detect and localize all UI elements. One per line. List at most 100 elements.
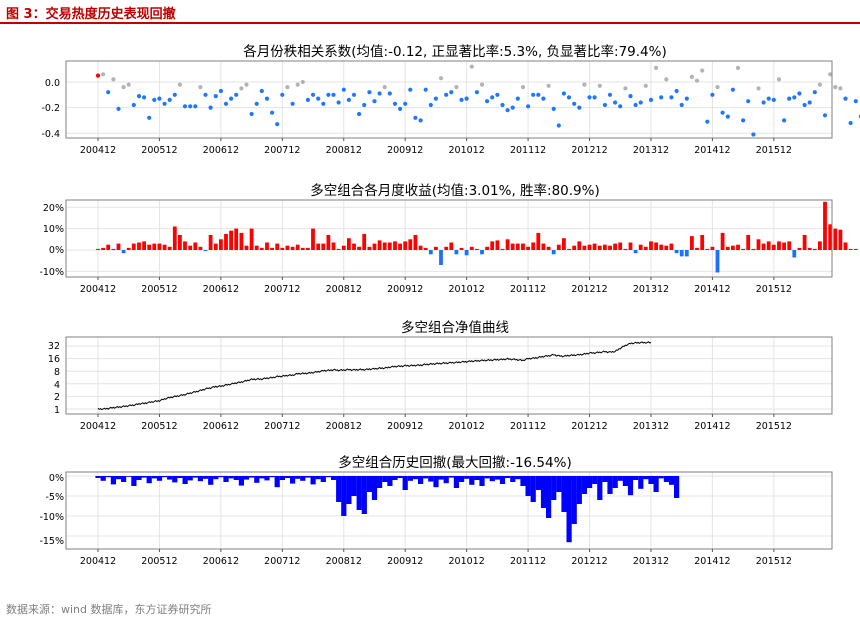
drawdown-bar (612, 476, 618, 488)
drawdown-bar (331, 476, 337, 480)
bar (403, 241, 408, 250)
scatter-point (213, 94, 218, 99)
drawdown-bar (592, 476, 598, 484)
bar (142, 241, 146, 250)
scatter-point (720, 110, 725, 115)
scatter-point (613, 100, 618, 105)
bar (213, 243, 218, 250)
scatter-point (633, 102, 638, 108)
bar (316, 243, 321, 250)
bar (219, 239, 223, 250)
x-tick-label: 200812 (326, 145, 362, 156)
drawdown-bar (336, 476, 342, 502)
drawdown-bar (587, 476, 593, 488)
scatter-point (300, 79, 305, 85)
scatter-point (136, 94, 142, 99)
bar (208, 235, 213, 250)
bar (449, 242, 454, 250)
drawdown-bar (131, 476, 137, 486)
bar (372, 243, 377, 250)
bar (613, 243, 617, 250)
bar (531, 242, 536, 250)
scatter-point (741, 118, 746, 123)
scatter-point (735, 65, 741, 70)
scatter-point (843, 96, 848, 101)
bar (326, 235, 331, 250)
bar (802, 235, 807, 250)
drawdown-bar (622, 476, 628, 486)
x-tick-label: 201012 (449, 284, 485, 295)
drawdown-bar (341, 476, 347, 516)
scatter-point (782, 118, 787, 123)
bar (582, 245, 587, 250)
scatter-point (730, 87, 736, 92)
drawdown-bar (156, 476, 163, 481)
bar (306, 247, 310, 250)
drawdown-bar (602, 476, 608, 482)
scatter-point (577, 105, 582, 110)
x-tick-label: 201112 (510, 145, 546, 156)
bar (705, 248, 710, 250)
drawdown-bar (269, 476, 275, 478)
bar (751, 248, 756, 250)
bar (608, 245, 612, 250)
scatter-point (285, 85, 290, 90)
x-tick-label: 200712 (264, 556, 300, 567)
drawdown-bar (382, 476, 388, 482)
scatter-point (275, 122, 280, 127)
scatter-point (853, 99, 858, 104)
bar (106, 244, 111, 250)
drawdown-bar (546, 476, 552, 518)
x-tick-label: 201012 (449, 145, 485, 156)
panel-monthly-returns: 多空组合各月度收益(均值:3.01%, 胜率:80.9%) 20% 10% 0%… (39, 182, 858, 295)
drawdown-bar (208, 476, 214, 485)
scatter-point (234, 92, 239, 97)
bar (669, 243, 674, 250)
x-tick-label: 201312 (633, 284, 669, 295)
bar (485, 246, 489, 250)
bar (828, 224, 833, 250)
scatter-point (700, 68, 705, 73)
bar (515, 243, 520, 250)
x-tick-label: 200412 (80, 421, 116, 432)
scatter-point (485, 99, 490, 104)
bar (188, 245, 193, 250)
scatter-point (495, 92, 500, 97)
bar (567, 248, 571, 250)
bar (126, 247, 131, 250)
p3-ytick-1: 16 (48, 354, 60, 365)
scatter-point (305, 97, 310, 102)
drawdown-bar (162, 476, 168, 478)
x-tick-label: 201112 (510, 556, 546, 567)
bar (147, 244, 152, 250)
scatter-point (459, 97, 464, 102)
bar (572, 245, 577, 250)
bar (408, 239, 413, 250)
bar (270, 247, 274, 250)
x-tick-label: 201512 (756, 556, 792, 567)
scatter-point (449, 90, 454, 95)
x-tick-label: 200912 (387, 556, 423, 567)
drawdown-bar (653, 476, 659, 492)
drawdown-bar (192, 476, 198, 478)
bar (275, 243, 280, 250)
p2-ytick-0: 20% (43, 203, 64, 214)
scatter-point (454, 85, 459, 90)
scatter-point (218, 88, 223, 94)
x-tick-label: 201412 (694, 421, 730, 432)
x-tick-label: 200912 (387, 284, 423, 295)
scatter-point (705, 119, 710, 124)
x-tick-label: 200612 (203, 556, 239, 567)
p3-ytick-4: 2 (54, 392, 60, 403)
x-tick-label: 201512 (756, 284, 792, 295)
bar (162, 244, 167, 250)
scatter-point (142, 95, 147, 100)
bar (541, 243, 546, 250)
bar (193, 242, 198, 250)
drawdown-bar (136, 476, 142, 480)
p4-ytick-2: -10% (39, 512, 64, 523)
bar (551, 250, 556, 255)
scatter-point (362, 102, 367, 108)
scatter-point (561, 91, 567, 96)
drawdown-bar (530, 476, 536, 502)
